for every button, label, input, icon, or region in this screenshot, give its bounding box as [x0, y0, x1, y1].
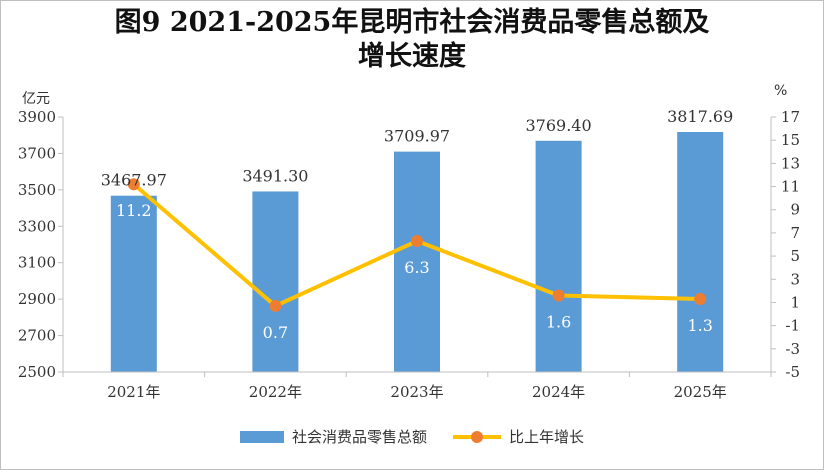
- growth-value-label-1: 11.2: [116, 201, 152, 220]
- growth-point-2: [269, 299, 282, 312]
- growth-value-label-2: 0.7: [263, 323, 288, 342]
- right-tick-label-9: 11: [781, 178, 800, 196]
- growth-point-1: [127, 178, 140, 191]
- right-tick-label-2: -3: [785, 340, 800, 358]
- left-tick-label-5: 3300: [18, 217, 56, 235]
- right-tick-label-5: 3: [790, 270, 800, 288]
- growth-point-3: [411, 235, 423, 248]
- bar-value-label-5: 3817.69: [667, 107, 733, 126]
- legend-bar-swatch: [239, 430, 284, 443]
- left-tick-label-6: 3500: [18, 181, 56, 199]
- legend-item-line[interactable]: 比上年增长: [453, 426, 584, 447]
- right-tick-label-3: -1: [785, 317, 800, 335]
- bar-4: [535, 140, 582, 372]
- x-tick-label-5: 2025年: [674, 383, 727, 401]
- right-tick-label-10: 13: [781, 154, 800, 172]
- legend-line-swatch: [453, 429, 501, 445]
- growth-value-label-5: 1.3: [687, 316, 712, 335]
- bar-value-label-4: 3769.40: [526, 116, 592, 135]
- right-tick-label-6: 5: [790, 247, 800, 265]
- right-tick-label-8: 9: [790, 201, 800, 219]
- growth-value-label-4: 1.6: [546, 313, 571, 332]
- bar-value-label-2: 3491.30: [242, 166, 308, 185]
- bar-2: [252, 191, 299, 372]
- left-tick-label-1: 2500: [18, 363, 56, 381]
- bar-3: [394, 151, 440, 372]
- left-tick-label-3: 2900: [18, 290, 56, 308]
- growth-value-label-3: 6.3: [404, 258, 429, 277]
- legend-item-bar[interactable]: 社会消费品零售总额: [239, 426, 427, 447]
- right-tick-label-12: 17: [781, 108, 800, 126]
- x-tick-label-1: 2021年: [107, 383, 160, 401]
- growth-point-5: [694, 292, 707, 305]
- right-tick-label-1: -5: [785, 363, 800, 381]
- right-axis-unit: %: [774, 83, 787, 99]
- chart-title: 图9 2021-2025年昆明市社会消费品零售总额及 增长速度: [114, 7, 710, 72]
- left-tick-label-8: 3900: [18, 108, 56, 126]
- x-tick-label-2: 2022年: [249, 383, 302, 401]
- right-tick-label-4: 1: [790, 293, 800, 311]
- bar-value-label-1: 3467.97: [101, 171, 167, 190]
- bar-5: [677, 131, 724, 372]
- growth-point-4: [552, 289, 565, 302]
- left-tick-label-2: 2700: [18, 327, 56, 345]
- right-tick-label-7: 7: [790, 224, 800, 242]
- legend: 社会消费品零售总额 比上年增长: [0, 426, 824, 447]
- x-tick-label-4: 2024年: [532, 383, 585, 401]
- x-tick-label-3: 2023年: [390, 383, 443, 401]
- legend-label-line: 比上年增长: [509, 428, 585, 446]
- left-axis-unit: 亿元: [22, 91, 50, 107]
- bar-1: [110, 195, 157, 372]
- left-tick-label-7: 3700: [18, 144, 56, 162]
- bar-value-label-3: 3709.97: [384, 127, 450, 146]
- legend-label-bar: 社会消费品零售总额: [291, 428, 427, 446]
- right-tick-label-11: 15: [781, 131, 800, 149]
- left-tick-label-4: 3100: [18, 254, 56, 272]
